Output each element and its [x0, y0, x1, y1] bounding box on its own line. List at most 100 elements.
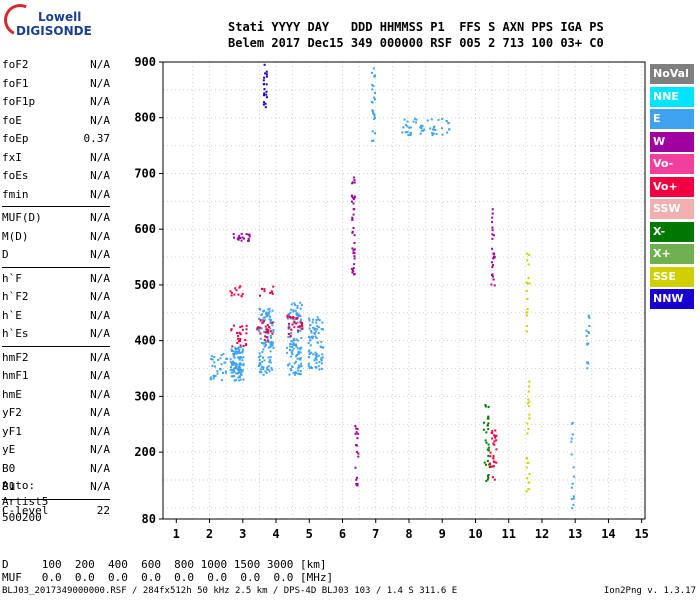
echo-point — [262, 348, 265, 351]
param-value: N/A — [90, 248, 110, 261]
echo-point — [237, 337, 240, 340]
echo-point — [486, 478, 489, 481]
x-tick-label: 2 — [206, 527, 213, 541]
echo-cluster — [209, 353, 229, 382]
echo-point — [491, 226, 494, 229]
echo-cluster — [490, 208, 496, 287]
echo-point — [300, 365, 303, 368]
echo-cluster — [525, 252, 531, 493]
echo-point — [238, 349, 241, 351]
echo-point — [587, 331, 590, 333]
echo-point — [528, 413, 531, 416]
echo-point — [315, 355, 318, 358]
echo-point — [355, 482, 358, 485]
echo-point — [271, 324, 274, 327]
echo-point — [287, 364, 290, 367]
echo-point — [290, 332, 293, 335]
echo-point — [290, 355, 293, 358]
echo-point — [298, 365, 301, 368]
echo-point — [320, 340, 323, 343]
echo-point — [266, 315, 269, 318]
echo-point — [295, 355, 297, 358]
echo-point — [296, 314, 299, 317]
param-value: N/A — [90, 58, 110, 71]
echo-point — [356, 450, 358, 453]
echo-point — [261, 351, 264, 353]
echo-point — [313, 332, 316, 335]
echo-point — [528, 400, 531, 403]
echo-point — [233, 356, 236, 359]
echo-point — [356, 476, 358, 479]
echo-point — [353, 252, 356, 255]
echo-point — [487, 449, 490, 452]
echo-point — [213, 356, 216, 358]
echo-point — [492, 234, 495, 237]
echo-point — [292, 309, 295, 312]
param-value: N/A — [90, 169, 110, 182]
echo-point — [525, 466, 528, 469]
echo-point — [292, 371, 295, 374]
echo-point — [214, 375, 217, 378]
echo-point — [219, 368, 222, 371]
echo-point — [229, 361, 232, 364]
echo-point — [351, 196, 354, 199]
echo-point — [267, 339, 270, 342]
echo-point — [239, 362, 242, 365]
echo-point — [299, 348, 302, 351]
echo-point — [308, 327, 311, 330]
echo-point — [271, 321, 274, 324]
x-tick-label: 3 — [239, 527, 246, 541]
echo-point — [263, 309, 265, 312]
echo-point — [491, 429, 494, 432]
echo-point — [242, 356, 245, 359]
echo-point — [355, 431, 358, 434]
echo-point — [297, 366, 300, 369]
auto-version: 500200 — [2, 511, 42, 524]
echo-point — [232, 233, 235, 236]
echo-point — [446, 131, 449, 134]
param-row: foF1p N/A — [2, 93, 110, 112]
echo-point — [296, 306, 299, 309]
echo-point — [373, 96, 376, 99]
echo-point — [263, 63, 266, 66]
echo-point — [269, 322, 272, 325]
echo-point — [258, 371, 261, 374]
echo-point — [245, 332, 248, 335]
echo-point — [487, 417, 490, 420]
param-row: foF2 N/A — [2, 56, 110, 75]
echo-point — [293, 362, 296, 365]
echo-point — [487, 422, 490, 425]
echo-point — [316, 325, 319, 328]
echo-point — [409, 131, 412, 134]
echo-point — [237, 369, 240, 372]
echo-point — [527, 461, 530, 464]
echo-point — [243, 237, 245, 240]
param-name: h`Es — [2, 327, 29, 340]
echo-point — [422, 129, 425, 132]
echo-point — [491, 229, 494, 232]
echo-point — [308, 319, 311, 322]
echo-point — [256, 327, 259, 330]
echo-point — [265, 70, 268, 73]
param-value: N/A — [90, 406, 110, 419]
echo-point — [491, 216, 494, 219]
echo-point — [570, 437, 573, 440]
echo-point — [371, 101, 374, 104]
echo-point — [289, 345, 292, 348]
echo-point — [570, 486, 573, 489]
echo-point — [300, 346, 303, 349]
echo-point — [573, 475, 576, 478]
echo-point — [292, 315, 295, 318]
echo-point — [292, 347, 295, 350]
echo-point — [353, 181, 356, 184]
echo-point — [309, 324, 312, 327]
echo-point — [311, 321, 314, 324]
echo-point — [301, 323, 303, 326]
echo-cluster — [262, 63, 268, 109]
echo-point — [318, 368, 321, 371]
echo-cluster — [354, 425, 360, 487]
echo-point — [372, 111, 375, 114]
echo-point — [222, 371, 224, 374]
echo-point — [528, 282, 531, 285]
echo-point — [293, 322, 296, 325]
